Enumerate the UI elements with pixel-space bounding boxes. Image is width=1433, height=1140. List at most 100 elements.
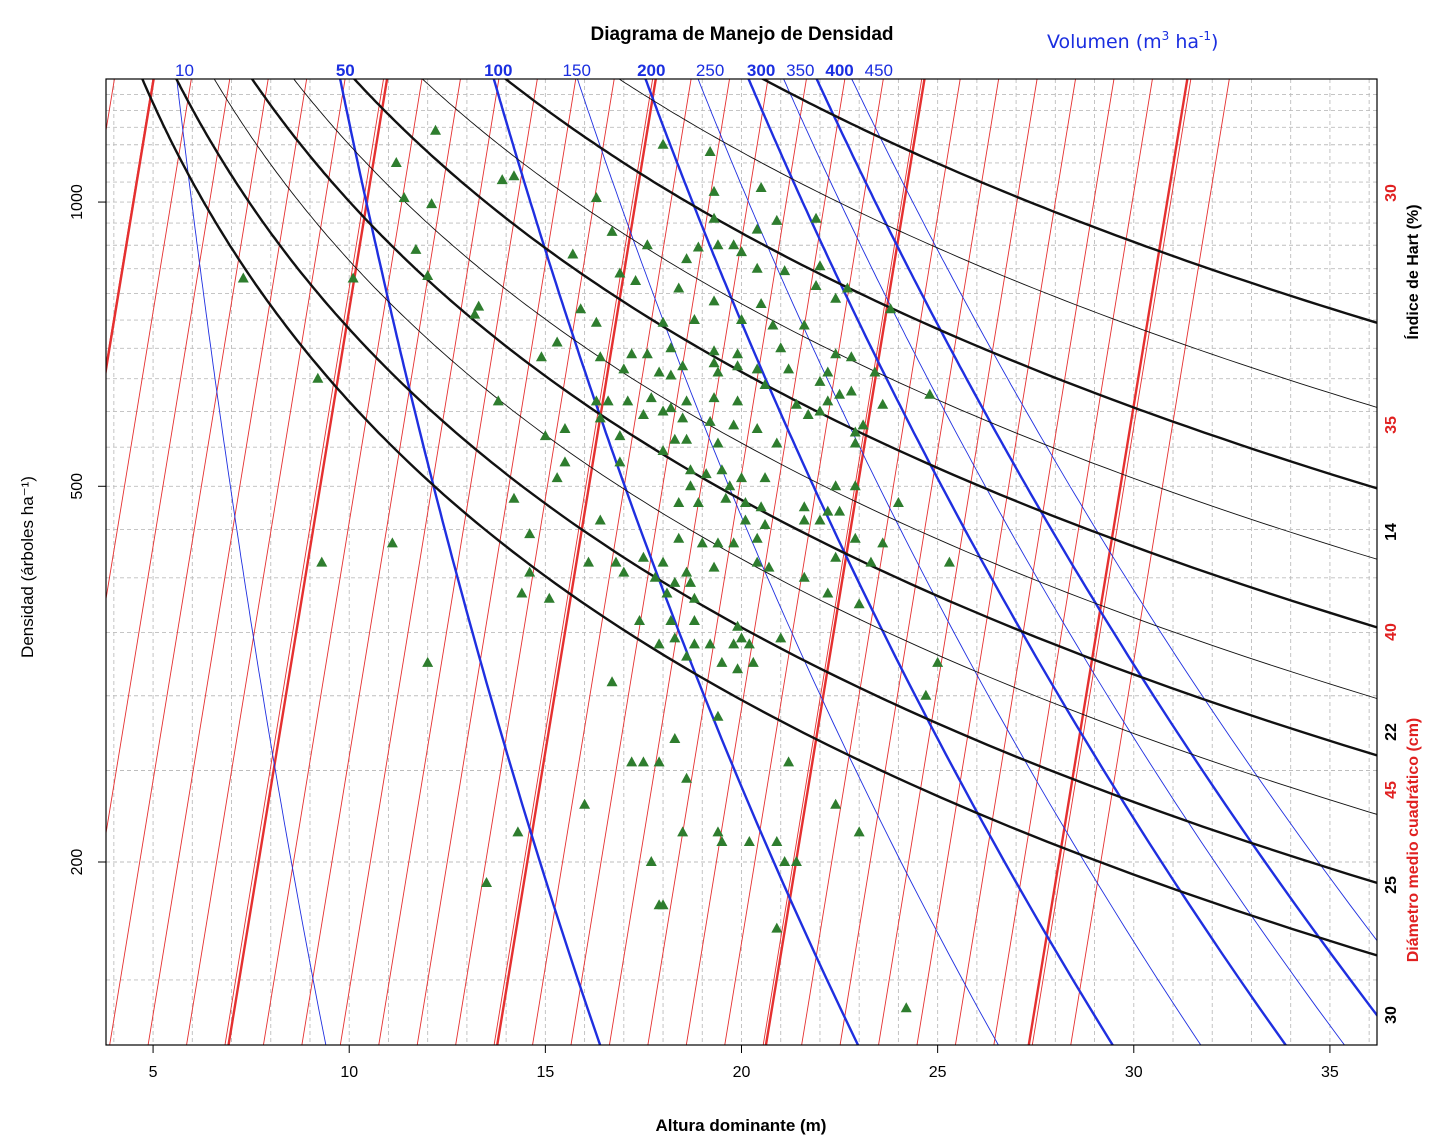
data-point <box>567 248 579 259</box>
dmc-line <box>724 79 884 1045</box>
dmc-line <box>339 79 500 1045</box>
dmc-line <box>109 79 269 1045</box>
data-point <box>626 348 638 359</box>
data-point <box>508 492 520 503</box>
data-point <box>751 556 763 567</box>
volume-tick-label: 200 <box>637 61 665 80</box>
data-point <box>763 561 775 572</box>
data-point <box>830 480 842 491</box>
x-axis-label: Altura dominante (m) <box>656 1116 827 1135</box>
data-point <box>685 480 697 491</box>
volume-tick-label: 400 <box>825 61 853 80</box>
volume-line <box>851 79 1377 942</box>
data-point <box>681 566 693 577</box>
data-point <box>237 272 249 283</box>
data-point <box>798 514 810 525</box>
data-point <box>736 472 747 483</box>
data-point <box>845 351 857 362</box>
data-point <box>316 556 328 567</box>
data-point <box>810 212 822 223</box>
dmc-tick-label: 40 <box>1383 623 1400 641</box>
data-point <box>669 732 681 743</box>
hart-index-tick-label: 14 <box>1383 523 1400 541</box>
dmc-line <box>647 79 807 1045</box>
hart-line <box>293 79 1377 700</box>
data-point <box>692 497 704 508</box>
y-tick-label: 500 <box>69 473 86 500</box>
dmc-line-bold <box>496 79 657 1045</box>
data-point <box>622 395 634 406</box>
data-point <box>716 656 728 667</box>
volume-axis-title: Volumen (m3 ha-1) <box>1047 29 1218 53</box>
dmc-line <box>916 79 1076 1045</box>
data-point <box>618 566 630 577</box>
data-point <box>645 392 657 403</box>
data-point <box>751 422 763 433</box>
data-point <box>700 468 712 479</box>
data-point <box>641 348 653 359</box>
data-point <box>677 826 689 837</box>
data-point <box>685 464 697 475</box>
dmc-line <box>186 79 346 1045</box>
volume-line <box>697 79 1202 1045</box>
dmc-line <box>262 79 423 1045</box>
data-point <box>524 528 536 539</box>
data-point <box>657 899 669 910</box>
data-point <box>845 385 857 396</box>
data-point <box>673 532 685 543</box>
data-point <box>630 274 642 285</box>
data-point <box>736 246 747 257</box>
hart-line <box>175 79 1377 885</box>
data-point <box>516 587 528 598</box>
data-point <box>841 282 853 293</box>
volume-line <box>492 79 860 1045</box>
data-point <box>512 826 524 837</box>
data-point <box>892 497 904 508</box>
data-point <box>830 348 842 359</box>
data-point <box>614 456 626 467</box>
hart-index-tick-label: 30 <box>1383 1006 1400 1024</box>
data-point <box>688 638 700 649</box>
data-point <box>747 656 759 667</box>
data-point <box>900 1002 912 1013</box>
dmc-line <box>378 79 538 1045</box>
dmc-line <box>493 79 654 1045</box>
data-point <box>849 480 861 491</box>
data-point <box>594 351 606 362</box>
data-point <box>653 638 665 649</box>
data-point <box>708 295 720 306</box>
data-point <box>849 532 861 543</box>
data-point <box>943 556 955 567</box>
data-point <box>653 756 665 767</box>
data-point <box>634 614 646 625</box>
data-point <box>771 437 783 448</box>
data-point <box>712 239 724 250</box>
data-point <box>822 395 834 406</box>
data-point <box>708 561 720 572</box>
data-point <box>732 395 744 406</box>
volume-tick-label: 150 <box>563 61 591 80</box>
dmc-line <box>570 79 730 1045</box>
data-point <box>657 556 669 567</box>
data-point <box>594 412 606 423</box>
data-point <box>743 638 755 649</box>
data-point <box>798 501 810 512</box>
data-point <box>830 292 842 303</box>
data-point <box>508 170 520 181</box>
data-point <box>657 138 669 149</box>
data-point <box>834 388 846 399</box>
hart-index-tick-label: 22 <box>1383 723 1400 741</box>
x-tick-label: 20 <box>733 1064 751 1081</box>
data-point <box>681 395 693 406</box>
volume-tick-label: 50 <box>336 61 355 80</box>
data-point <box>426 198 438 209</box>
dmc-line <box>224 79 384 1045</box>
data-point <box>743 835 755 846</box>
volume-line <box>644 79 1115 1045</box>
dmc-line-bold <box>106 79 155 377</box>
data-point <box>767 319 779 330</box>
data-point <box>759 518 771 529</box>
data-point <box>469 308 481 319</box>
data-point <box>606 225 618 236</box>
